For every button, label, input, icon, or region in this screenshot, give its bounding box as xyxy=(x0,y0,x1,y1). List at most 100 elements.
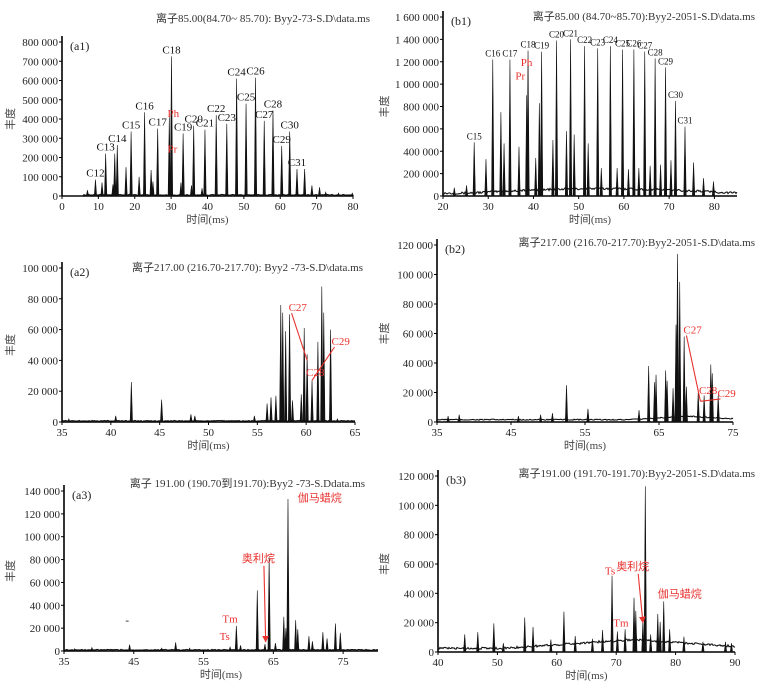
peak-label: C16 xyxy=(135,100,154,112)
x-tick-label: 20 xyxy=(438,201,450,213)
x-tick-label: 40 xyxy=(433,657,445,669)
peak xyxy=(711,181,716,197)
peak-label: C19 xyxy=(534,41,550,51)
y-tick-label: 40 000 xyxy=(403,358,434,370)
annotation-line xyxy=(311,346,336,381)
x-tick-label: 35 xyxy=(59,656,71,668)
peak xyxy=(238,645,243,652)
peak xyxy=(263,644,267,652)
peak-label: C13 xyxy=(96,142,115,154)
stray-mark: - xyxy=(125,615,129,627)
y-tick-label: 1 200 000 xyxy=(395,57,440,69)
peak xyxy=(317,187,322,197)
peak xyxy=(678,281,682,423)
chart-panel-a1: 离子85.00(84.70~ 85.70): Byy2-73-S.D\data.… xyxy=(3,11,370,226)
peak xyxy=(683,126,687,197)
peak-label: C20 xyxy=(185,114,204,126)
peak xyxy=(67,418,71,423)
annotation-label: Ts xyxy=(220,631,230,643)
peak xyxy=(658,621,662,653)
peak xyxy=(284,331,288,423)
annotation-label: C29 xyxy=(717,388,736,400)
peak xyxy=(684,386,688,423)
chart-panel-a3: 离子 191.00 (190.70到191.70):Byy2 -73-S.Dda… xyxy=(3,476,378,681)
annotation-label: C28 xyxy=(699,385,718,397)
x-tick-label: 55 xyxy=(580,427,592,439)
peak xyxy=(608,46,612,197)
chart-panel-b3: 离子191.00 (191.70-191.70):Byy2-2051-S.D\d… xyxy=(377,466,755,682)
y-tick-label: 0 xyxy=(428,417,434,429)
y-tick-label: 40 000 xyxy=(30,600,61,612)
peak-label: C18 xyxy=(521,40,537,50)
peak xyxy=(169,56,173,197)
x-axis-label: 时间(ms) xyxy=(565,669,607,682)
peak xyxy=(274,395,278,423)
peak xyxy=(286,498,290,652)
x-tick-label: 55 xyxy=(198,656,210,668)
peak xyxy=(653,58,657,197)
y-tick-label: 60 000 xyxy=(28,325,59,337)
panel-label: (b1) xyxy=(451,14,471,28)
y-tick-label: 0 xyxy=(434,191,440,203)
x-axis-label: 时间(ms) xyxy=(186,213,228,226)
y-tick-label: 400 000 xyxy=(22,114,58,126)
peak xyxy=(305,354,309,423)
peak xyxy=(501,643,505,653)
peak xyxy=(225,123,229,197)
y-tick-label: 400 000 xyxy=(403,146,439,158)
annotation-label: 奥利烷 xyxy=(242,551,275,565)
peak xyxy=(235,78,239,197)
peak xyxy=(523,617,527,653)
peak xyxy=(336,192,341,197)
chart-title: 离子217.00 (216.70-217.70): Byy2 -73-S.D\d… xyxy=(132,260,363,274)
x-tick-label: 10 xyxy=(93,201,105,213)
chart-panel-b2: 离子217.00 (216.70-217.70):Byy2-2051-S.D\d… xyxy=(377,235,755,452)
panel-label: (b2) xyxy=(445,242,465,256)
peak xyxy=(295,169,299,197)
y-tick-label: 700 000 xyxy=(22,56,58,68)
peak xyxy=(710,373,714,423)
x-tick-label: 30 xyxy=(166,201,178,213)
peak-label: C28 xyxy=(264,98,283,110)
peak xyxy=(350,192,354,197)
peak xyxy=(562,611,566,653)
x-tick-label: 50 xyxy=(238,201,250,213)
peak xyxy=(307,636,311,652)
peak xyxy=(299,394,303,423)
peak xyxy=(181,133,185,197)
peak xyxy=(555,40,559,197)
peak xyxy=(626,169,630,197)
peak xyxy=(569,39,573,197)
peak xyxy=(534,157,538,197)
peak xyxy=(167,117,171,197)
y-tick-label: 80 000 xyxy=(403,299,434,311)
peak xyxy=(590,638,594,653)
x-tick-label: 75 xyxy=(728,427,740,439)
peak xyxy=(599,168,603,197)
peak xyxy=(329,329,333,423)
peak xyxy=(179,182,183,197)
y-axis-label: 丰度 xyxy=(3,334,17,356)
peak xyxy=(675,253,680,423)
peak xyxy=(525,95,529,197)
y-tick-label: 800 000 xyxy=(403,102,439,114)
peak xyxy=(187,647,192,652)
baseline-trace xyxy=(436,415,734,421)
y-tick-label: 40 000 xyxy=(28,355,59,367)
x-tick-label: 45 xyxy=(506,427,518,439)
x-tick-label: 20 xyxy=(129,201,141,213)
peak xyxy=(114,415,118,423)
peak xyxy=(254,77,258,197)
peak xyxy=(200,188,204,197)
peak-label: C31 xyxy=(677,116,692,126)
peak xyxy=(324,191,328,197)
peak xyxy=(288,314,292,423)
x-tick-label: 80 xyxy=(709,201,721,213)
chart-title: 离子217.00 (216.70-217.70):Byy2-2051-S.D\d… xyxy=(519,235,755,249)
peak xyxy=(664,67,668,197)
peak xyxy=(729,643,733,653)
x-tick-label: 40 xyxy=(528,201,540,213)
peak xyxy=(550,413,554,423)
y-tick-label: 800 000 xyxy=(22,37,58,49)
